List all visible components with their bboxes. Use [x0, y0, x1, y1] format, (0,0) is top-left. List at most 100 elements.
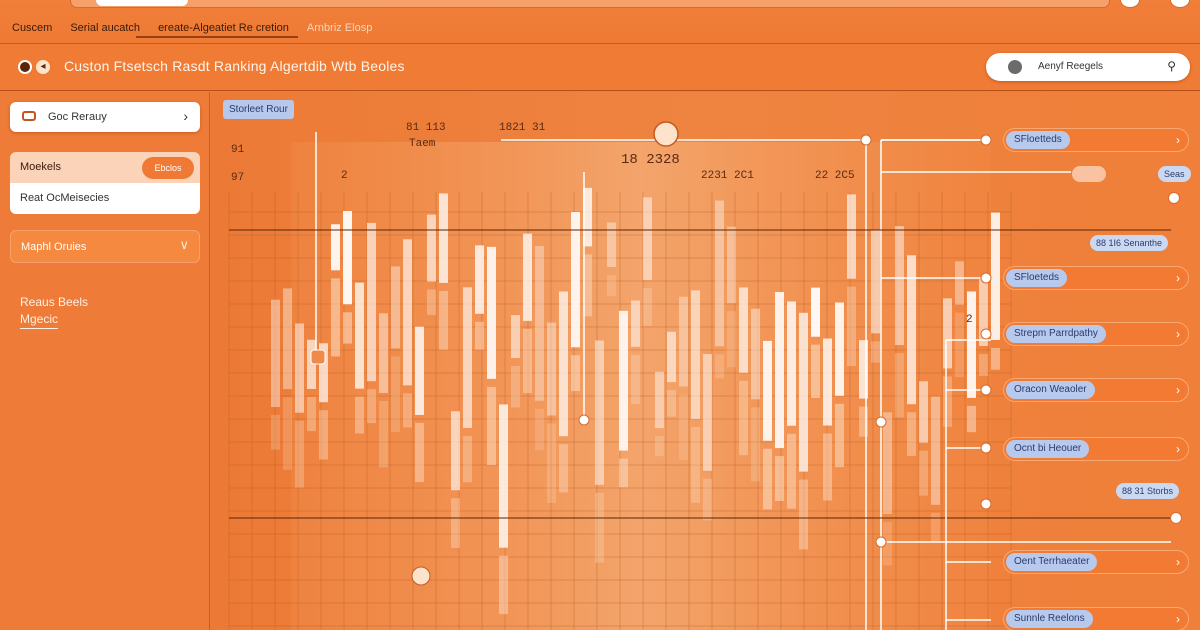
user-search-box[interactable]: Aenyf Reegels ⚲	[986, 53, 1190, 81]
chart-bar	[559, 291, 568, 437]
filter-pill[interactable]: Oracon Weaoler ›	[1003, 378, 1189, 402]
filter-pill[interactable]: SFloeteds ›	[1003, 266, 1189, 290]
settings-icon[interactable]	[1170, 0, 1190, 8]
chart-bar	[967, 405, 976, 433]
chart-bar	[343, 210, 352, 305]
chart-bar	[355, 396, 364, 434]
menu-item-extra[interactable]: Arnbriz Elosp	[306, 22, 373, 34]
menu-item-search[interactable]: Serial aucatch	[70, 22, 141, 34]
chart-bar	[547, 322, 556, 416]
filter-pill-label: Strepm Parrdpathy	[1006, 325, 1106, 343]
chart-bar	[631, 300, 640, 347]
chart-bar	[391, 266, 400, 349]
add-node-icon	[411, 566, 431, 586]
mini-tag	[1072, 166, 1106, 182]
tick-label: 91	[231, 144, 245, 156]
chart-bar	[523, 328, 532, 394]
chart-bar	[307, 396, 316, 432]
chart-bar	[703, 354, 712, 471]
chart-bar	[631, 354, 640, 405]
chart-bar	[439, 290, 448, 350]
search-icon[interactable]: ⚲	[1167, 59, 1176, 73]
chart-bar	[487, 246, 496, 379]
chart-bar	[763, 448, 772, 510]
mini-tag: 88 1I6 Senanthe	[1090, 235, 1169, 251]
chart-panel: Storleet Rour 81 113 1821 31 Taem 18 232…	[211, 92, 1200, 630]
toggle-dot[interactable]	[1170, 512, 1182, 524]
chart-bar	[307, 339, 316, 389]
sidebar-item-label: Moekels	[20, 161, 61, 173]
filter-pill[interactable]: Oent Terrhaeater ›	[1003, 550, 1189, 574]
chart-bar	[355, 282, 364, 389]
chart-bar	[823, 338, 832, 426]
chart-bar	[283, 288, 292, 390]
status-badge[interactable]: Ebclos	[142, 157, 194, 179]
connector-node	[875, 416, 887, 428]
connector-node	[860, 134, 872, 146]
chart-bar	[763, 340, 772, 441]
chevron-right-icon: ›	[1176, 442, 1180, 456]
menu-item-home[interactable]: Cuscem	[12, 22, 53, 34]
tick-label: 2	[341, 170, 348, 182]
sidebar-accordion[interactable]: Maphl Oruies ∨	[10, 230, 200, 263]
chart-bar	[571, 212, 580, 348]
chart-bar	[331, 224, 340, 271]
folder-icon	[22, 111, 36, 121]
chart-bar	[943, 298, 952, 369]
top-menu: Cuscem Serial aucatch ereate-Algeatiet R…	[12, 22, 372, 34]
accordion-label: Maphl Oruies	[21, 241, 87, 253]
filter-pill[interactable]: Ocnt bi Heouer ›	[1003, 437, 1189, 461]
chart-bar	[271, 299, 280, 407]
chart-bar	[787, 301, 796, 426]
app-logo[interactable]: ◂	[18, 59, 52, 75]
chart-bar	[439, 193, 448, 283]
sidebar-link[interactable]: Mgecic	[20, 311, 59, 329]
filter-pill[interactable]: Sunnle Reelons ›	[1003, 607, 1189, 630]
chart-bar	[799, 479, 808, 550]
top-search-input[interactable]	[96, 0, 188, 6]
chevron-right-icon: ›	[183, 108, 188, 124]
chart-bar	[379, 313, 388, 393]
connector-node	[980, 328, 992, 340]
sidebar-group: Moekels Ebclos Reat OcMeisecies	[10, 152, 200, 214]
connector-node	[578, 414, 590, 426]
notification-icon[interactable]	[1120, 0, 1140, 8]
chart-bar	[727, 226, 736, 304]
chart-bar	[835, 403, 844, 468]
active-menu-underline	[136, 36, 298, 38]
chart-bar	[403, 239, 412, 386]
chart-bar	[427, 214, 436, 282]
chart-bar	[955, 261, 964, 305]
sidebar-primary-button[interactable]: Goc Rerauy ›	[10, 102, 200, 132]
chart-bar	[607, 274, 616, 297]
chart-bar	[871, 341, 880, 363]
chart-bar	[895, 226, 904, 346]
filter-pill-label: SFloetteds	[1006, 131, 1070, 149]
chart-bar	[811, 287, 820, 337]
top-search-track[interactable]	[70, 0, 1110, 8]
chart-bar	[715, 354, 724, 379]
chart-bar	[787, 433, 796, 509]
chart-label: Storleet Rour	[223, 100, 294, 119]
chart-bars	[271, 187, 1000, 615]
chart-bar	[391, 356, 400, 432]
chart-bar	[535, 408, 544, 451]
sidebar-item-results[interactable]: Reat OcMeisecies	[10, 183, 200, 214]
filter-pill[interactable]: Strepm Parrdpathy ›	[1003, 322, 1189, 346]
chart-bar	[883, 412, 892, 515]
tick-label: 2	[966, 314, 973, 326]
tick-label: 18 2328	[621, 152, 680, 168]
filter-pill-label: SFloeteds	[1006, 269, 1068, 287]
chart-bar	[511, 315, 520, 358]
toggle-dot[interactable]	[1168, 192, 1180, 204]
chart-bar	[379, 400, 388, 468]
chart-bar	[859, 340, 868, 399]
chart-bar	[451, 498, 460, 548]
chart-bar	[955, 312, 964, 378]
chart-bar	[739, 287, 748, 373]
logo-circle-icon	[18, 60, 32, 74]
sidebar-item-models[interactable]: Moekels Ebclos	[10, 152, 200, 183]
menu-item-create[interactable]: ereate-Algeatiet Re cretion	[158, 22, 289, 34]
chart-bar	[463, 287, 472, 428]
filter-pill[interactable]: SFloetteds ›	[1003, 128, 1189, 152]
